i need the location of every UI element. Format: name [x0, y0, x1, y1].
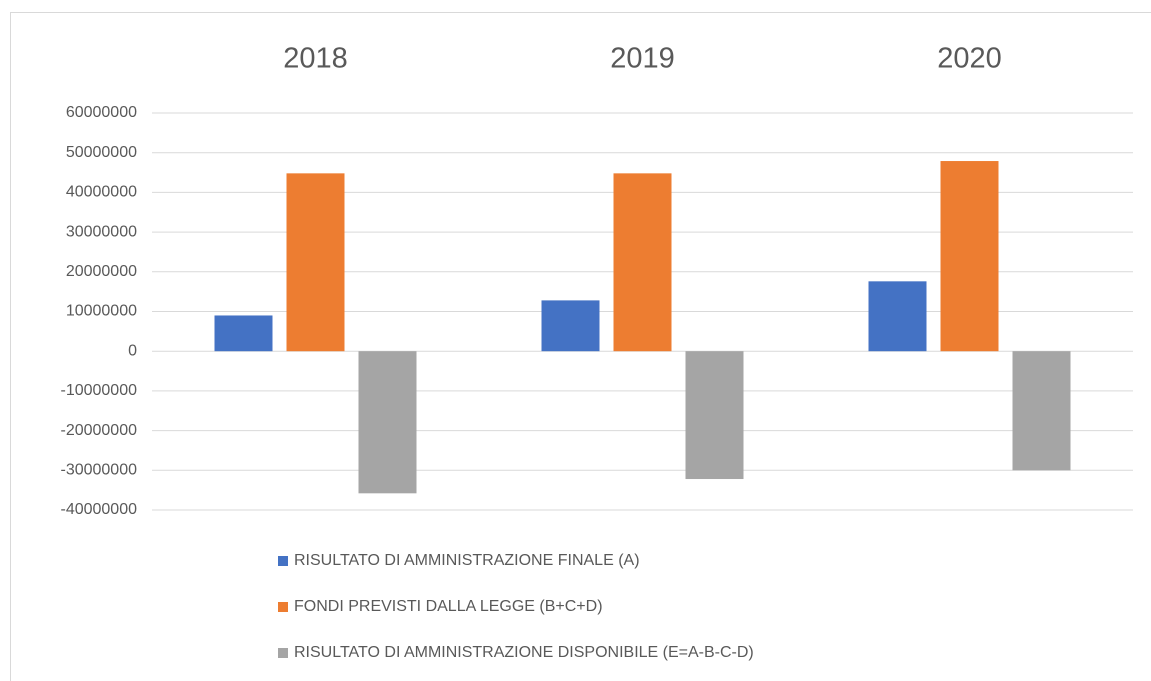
legend-swatch	[278, 556, 288, 566]
y-tick-label: 40000000	[66, 184, 137, 201]
category-label: 2020	[937, 43, 1002, 75]
bar	[541, 300, 600, 352]
category-label: 2019	[610, 43, 675, 75]
y-tick-label: 60000000	[66, 104, 137, 121]
y-tick-label: -10000000	[60, 382, 137, 399]
bar	[868, 281, 927, 352]
bar	[940, 161, 999, 352]
category-label: 2018	[283, 43, 348, 75]
y-tick-label: 20000000	[66, 263, 137, 280]
legend-label: FONDI PREVISTI DALLA LEGGE (B+C+D)	[294, 598, 603, 615]
bar	[214, 315, 273, 352]
bar	[1012, 351, 1071, 471]
y-tick-label: 0	[128, 342, 137, 359]
y-tick-label: 50000000	[66, 144, 137, 161]
y-tick-label: -40000000	[60, 501, 137, 518]
legend-swatch	[278, 602, 288, 612]
bar	[286, 173, 345, 352]
bar	[685, 351, 744, 480]
legend-label: RISULTATO DI AMMINISTRAZIONE FINALE (A)	[294, 552, 640, 569]
legend-swatch	[278, 648, 288, 658]
bar	[358, 351, 417, 494]
y-tick-label: -30000000	[60, 462, 137, 479]
bar	[613, 173, 672, 352]
y-tick-label: 10000000	[66, 303, 137, 320]
legend-label: RISULTATO DI AMMINISTRAZIONE DISPONIBILE…	[294, 644, 754, 661]
y-tick-label: -20000000	[60, 422, 137, 439]
y-tick-label: 30000000	[66, 223, 137, 240]
